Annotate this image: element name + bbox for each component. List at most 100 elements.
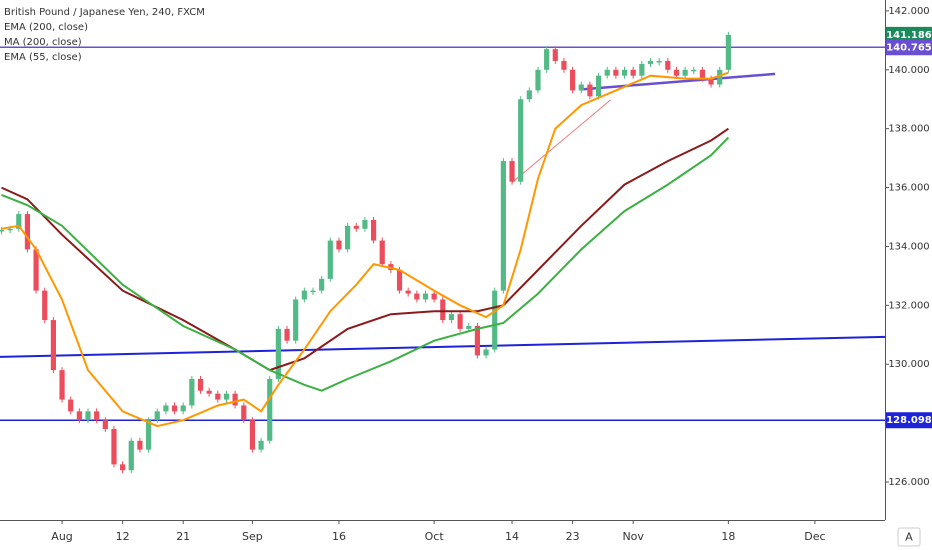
candle-body <box>587 84 593 97</box>
candle-body <box>457 314 463 329</box>
trendline <box>0 335 886 358</box>
candle-body <box>301 290 307 300</box>
candle-body <box>120 464 126 471</box>
legend-entry: EMA (200, close) <box>4 22 88 33</box>
y-tick-label: 140.000 <box>888 65 929 76</box>
candle-body <box>544 49 550 70</box>
price-label-bg <box>886 39 932 56</box>
candle-body <box>336 240 342 250</box>
candle-body <box>604 69 610 76</box>
x-tick-label: Aug <box>51 530 72 543</box>
candle-body <box>621 69 628 76</box>
candle-body <box>128 440 134 471</box>
candle-body <box>197 378 204 391</box>
candle-body <box>275 328 281 379</box>
price-label: 141.186 <box>886 30 932 41</box>
candle-body <box>492 290 498 350</box>
candle-body <box>414 293 420 300</box>
candle-body <box>258 440 264 450</box>
candle-body <box>379 240 385 265</box>
candle-body <box>94 411 100 421</box>
candle-body <box>639 63 645 76</box>
y-tick-label: 142.000 <box>888 6 929 17</box>
price-label-bg <box>886 412 932 429</box>
candle-body <box>76 411 82 421</box>
y-tick-label: 130.000 <box>888 359 929 370</box>
price-label-bg <box>886 26 932 43</box>
x-tick-label: Dec <box>804 530 825 543</box>
trendline <box>580 72 776 91</box>
x-tick-label: Oct <box>425 530 445 543</box>
legend-entry: EMA (55, close) <box>4 52 82 63</box>
candle-body <box>570 69 576 91</box>
candle-body <box>422 293 429 300</box>
candle-body <box>370 219 377 241</box>
candle-body <box>630 69 636 76</box>
candle-body <box>552 49 558 61</box>
candle-body <box>691 69 697 72</box>
candle-body <box>699 69 706 79</box>
candle-body <box>405 290 411 294</box>
y-tick-label: 134.000 <box>888 241 929 252</box>
scale-button[interactable] <box>897 527 921 547</box>
y-tick-label: 138.000 <box>888 124 929 135</box>
price-label: 140.765 <box>886 42 932 53</box>
scale-button-label[interactable]: A <box>905 531 913 544</box>
candle-body <box>578 84 584 91</box>
x-tick-label: 12 <box>116 530 130 543</box>
candle-body <box>223 393 230 400</box>
candle-body <box>431 293 437 300</box>
candle-body <box>396 270 403 291</box>
candle-body <box>7 228 13 231</box>
candle-body <box>526 90 532 100</box>
candle-body <box>327 240 333 279</box>
candle-body <box>85 411 91 421</box>
candle-body <box>509 161 515 182</box>
candle-body <box>293 299 299 341</box>
candle-body <box>310 290 316 293</box>
x-tick-label: 18 <box>721 530 735 543</box>
price-label: 128.098 <box>886 415 932 426</box>
candle-body <box>613 69 619 76</box>
candle-body <box>656 60 662 63</box>
candle-body <box>665 60 671 70</box>
candle-body <box>474 325 481 356</box>
candle-body <box>241 405 247 421</box>
candle-body <box>206 390 212 394</box>
candle-body <box>500 161 506 291</box>
x-tick-label: 14 <box>505 530 519 543</box>
ma-line <box>1 71 729 428</box>
x-tick-label: 21 <box>176 530 190 543</box>
candle-body <box>68 399 74 412</box>
candle-body <box>50 320 56 371</box>
y-tick-label: 132.000 <box>888 300 929 311</box>
candle-body <box>171 405 178 412</box>
candle-body <box>267 378 273 441</box>
candle-body <box>180 405 186 412</box>
x-tick-label: Sep <box>242 530 263 543</box>
candle-body <box>535 69 541 91</box>
ma-line <box>1 136 730 392</box>
candle-body <box>448 314 455 321</box>
x-tick-label: 16 <box>332 530 346 543</box>
candle-body <box>353 225 359 229</box>
candle-body <box>319 278 325 291</box>
candle-body <box>102 420 108 430</box>
trendline <box>511 99 612 183</box>
candle-body <box>59 370 65 400</box>
candle-body <box>145 420 152 450</box>
candle-body <box>163 405 169 412</box>
candle-body <box>137 440 143 450</box>
candle-body <box>154 411 160 421</box>
candle-body <box>708 78 714 85</box>
candle-body <box>232 393 238 406</box>
x-tick-label: Nov <box>622 530 644 543</box>
candle-body <box>483 349 489 356</box>
candle-body <box>345 225 351 250</box>
y-tick-label: 126.000 <box>888 477 929 488</box>
candle-body <box>595 75 602 97</box>
candle-body <box>284 328 290 341</box>
candle-body <box>16 214 22 229</box>
